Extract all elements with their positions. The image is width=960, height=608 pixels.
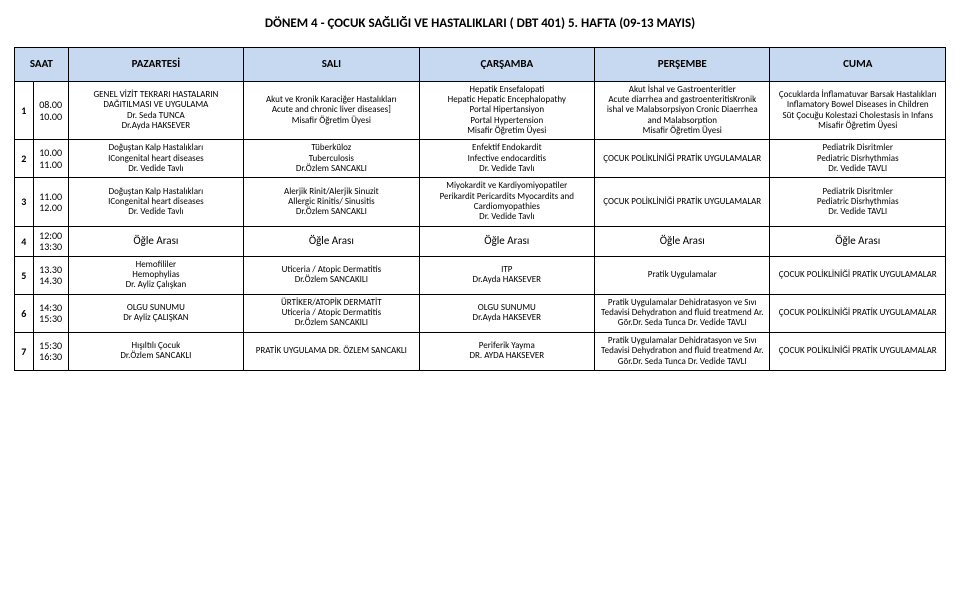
row-time: 12:00 13:30 — [33, 226, 68, 256]
cell-wed: Öğle Arası — [419, 226, 594, 256]
cell-fri: Öğle Arası — [770, 226, 946, 256]
cell-tue: ÜRTİKER/ATOPİK DERMATİTUticeria / Atopic… — [244, 294, 419, 332]
row-time: 13.30 14.30 — [33, 256, 68, 294]
table-row: 7 15:30 16:30 Hışıltılı ÇocukDr.Özlem SA… — [15, 332, 946, 370]
cell-wed: Hepatik EnsefalopatiHepatic Hepatic Ence… — [419, 81, 594, 140]
header-row: SAAT PAZARTESİ SALI ÇARŞAMBA PERŞEMBE CU… — [15, 48, 946, 82]
cell-thu: Akut İshal ve GastroenteritlerAcute diar… — [595, 81, 770, 140]
col-mon: PAZARTESİ — [68, 48, 243, 82]
row-time: 14:30 15:30 — [33, 294, 68, 332]
col-tue: SALI — [244, 48, 419, 82]
row-num: 7 — [15, 332, 34, 370]
cell-mon: HemofililerHemophyliasDr. Ayliz Çalışkan — [68, 256, 243, 294]
cell-tue: Alerjik Rinit/Alerjik SinuzitAllergic Ri… — [244, 178, 419, 226]
table-row: 5 13.30 14.30 HemofililerHemophyliasDr. … — [15, 256, 946, 294]
col-time: SAAT — [15, 48, 69, 82]
page-title: DÖNEM 4 - ÇOCUK SAĞLIĞI VE HASTALIKLARI … — [14, 16, 946, 31]
cell-thu: ÇOCUK POLİKLİNİĞİ PRATİK UYGULAMALAR — [595, 140, 770, 178]
cell-fri: ÇOCUK POLİKLİNİĞİ PRATİK UYGULAMALAR — [770, 294, 946, 332]
col-thu: PERŞEMBE — [595, 48, 770, 82]
cell-tue: TüberkülozTuberculosisDr.Özlem SANCAKLI — [244, 140, 419, 178]
cell-mon: GENEL VİZİT TEKRARI HASTALARIN DAĞITILMA… — [68, 81, 243, 140]
cell-fri: ÇOCUK POLİKLİNİĞİ PRATİK UYGULAMALAR — [770, 332, 946, 370]
cell-tue: Akut ve Kronik Karaciğer HastalıklarıAcu… — [244, 81, 419, 140]
col-fri: CUMA — [770, 48, 946, 82]
row-num: 4 — [15, 226, 34, 256]
cell-fri: Çocuklarda İnflamatuvar Barsak Hastalıkl… — [770, 81, 946, 140]
cell-wed: OLGU SUNUMUDr.Ayda HAKSEVER — [419, 294, 594, 332]
cell-thu: ÇOCUK POLİKLİNİĞİ PRATİK UYGULAMALAR — [595, 178, 770, 226]
cell-mon: OLGU SUNUMUDr Ayliz ÇALIŞKAN — [68, 294, 243, 332]
cell-wed: Miyokardit ve KardiyomiyopatilerPerikard… — [419, 178, 594, 226]
table-row: 4 12:00 13:30 Öğle Arası Öğle Arası Öğle… — [15, 226, 946, 256]
col-wed: ÇARŞAMBA — [419, 48, 594, 82]
cell-fri: Pediatrik DisritmlerPediatric Disrhythmi… — [770, 178, 946, 226]
cell-mon: Öğle Arası — [68, 226, 243, 256]
cell-thu: Pratik Uygulamalar Dehidratasyon ve Sıvı… — [595, 294, 770, 332]
cell-mon: Hışıltılı ÇocukDr.Özlem SANCAKLI — [68, 332, 243, 370]
table-row: 1 08.00 10.00 GENEL VİZİT TEKRARI HASTAL… — [15, 81, 946, 140]
cell-mon: Doğuştan Kalp HastalıklarıICongenital he… — [68, 140, 243, 178]
row-time: 11.00 12.00 — [33, 178, 68, 226]
table-row: 3 11.00 12.00 Doğuştan Kalp Hastalıkları… — [15, 178, 946, 226]
cell-wed: Enfektif EndokarditInfective endocarditi… — [419, 140, 594, 178]
cell-wed: ITPDr.Ayda HAKSEVER — [419, 256, 594, 294]
cell-tue: Öğle Arası — [244, 226, 419, 256]
row-num: 1 — [15, 81, 34, 140]
table-row: 6 14:30 15:30 OLGU SUNUMUDr Ayliz ÇALIŞK… — [15, 294, 946, 332]
cell-fri: ÇOCUK POLİKLİNİĞİ PRATİK UYGULAMALAR — [770, 256, 946, 294]
row-time: 10.00 11.00 — [33, 140, 68, 178]
cell-wed: Periferik YaymaDR. AYDA HAKSEVER — [419, 332, 594, 370]
cell-tue: Uticeria / Atopic DermatitisDr.Özlem SAN… — [244, 256, 419, 294]
row-num: 6 — [15, 294, 34, 332]
cell-fri: Pediatrik DisritmlerPediatric Disrhythmi… — [770, 140, 946, 178]
cell-mon: Doğuştan Kalp HastalıklarıICongenital he… — [68, 178, 243, 226]
row-num: 2 — [15, 140, 34, 178]
cell-thu: Pratik Uygulamalar Dehidratasyon ve Sıvı… — [595, 332, 770, 370]
cell-tue: PRATİK UYGULAMA DR. ÖZLEM SANCAKLI — [244, 332, 419, 370]
cell-thu: Pratik Uygulamalar — [595, 256, 770, 294]
cell-thu: Öğle Arası — [595, 226, 770, 256]
row-num: 5 — [15, 256, 34, 294]
row-time: 15:30 16:30 — [33, 332, 68, 370]
schedule-table: SAAT PAZARTESİ SALI ÇARŞAMBA PERŞEMBE CU… — [14, 47, 946, 371]
table-row: 2 10.00 11.00 Doğuştan Kalp Hastalıkları… — [15, 140, 946, 178]
row-time: 08.00 10.00 — [33, 81, 68, 140]
row-num: 3 — [15, 178, 34, 226]
